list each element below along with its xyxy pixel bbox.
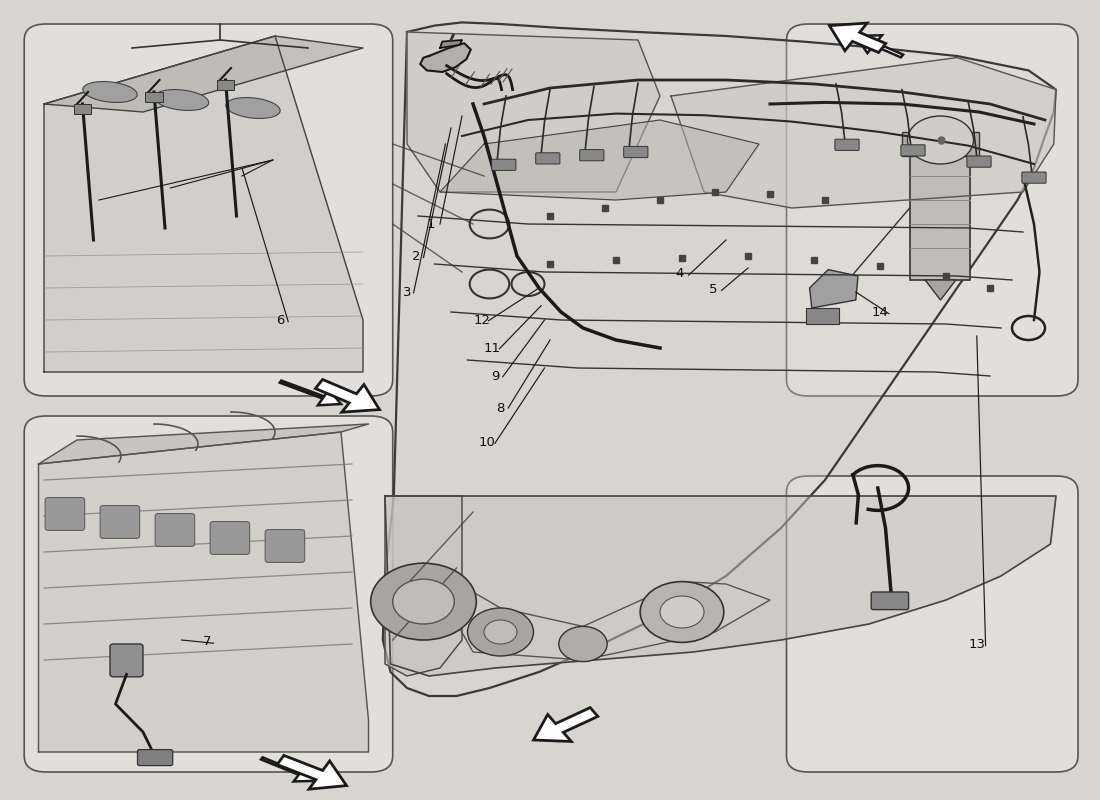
FancyBboxPatch shape: [786, 24, 1078, 396]
Text: 2: 2: [411, 250, 420, 262]
Polygon shape: [440, 120, 759, 200]
FancyBboxPatch shape: [835, 139, 859, 150]
FancyBboxPatch shape: [1022, 172, 1046, 183]
FancyBboxPatch shape: [24, 24, 393, 396]
FancyArrow shape: [534, 708, 597, 742]
Polygon shape: [671, 58, 1056, 208]
Polygon shape: [385, 496, 1056, 676]
Polygon shape: [383, 22, 1056, 696]
Text: 6: 6: [276, 314, 285, 326]
FancyBboxPatch shape: [786, 476, 1078, 772]
Bar: [74, 104, 91, 114]
Polygon shape: [925, 280, 956, 300]
FancyArrow shape: [261, 758, 317, 782]
Circle shape: [371, 563, 476, 640]
Text: 5: 5: [708, 283, 717, 296]
Text: 11: 11: [483, 342, 500, 354]
FancyBboxPatch shape: [624, 146, 648, 158]
FancyBboxPatch shape: [871, 592, 909, 610]
Polygon shape: [39, 432, 369, 752]
Ellipse shape: [82, 82, 138, 102]
Circle shape: [559, 626, 607, 662]
Ellipse shape: [154, 90, 209, 110]
FancyBboxPatch shape: [45, 498, 85, 530]
Text: 4: 4: [675, 267, 684, 280]
Circle shape: [468, 608, 534, 656]
Circle shape: [484, 620, 517, 644]
FancyBboxPatch shape: [967, 156, 991, 167]
Circle shape: [908, 116, 974, 164]
Text: 14: 14: [871, 306, 889, 318]
FancyBboxPatch shape: [138, 750, 173, 766]
Polygon shape: [385, 496, 462, 676]
FancyArrow shape: [829, 23, 886, 53]
FancyBboxPatch shape: [492, 159, 516, 170]
FancyBboxPatch shape: [155, 514, 195, 546]
Bar: [806, 308, 839, 324]
FancyBboxPatch shape: [210, 522, 250, 554]
FancyBboxPatch shape: [536, 153, 560, 164]
Text: 7: 7: [202, 635, 211, 648]
Text: 13: 13: [968, 638, 986, 650]
FancyArrow shape: [279, 381, 341, 406]
Polygon shape: [440, 40, 462, 48]
FancyBboxPatch shape: [901, 145, 925, 156]
Text: 3: 3: [403, 286, 411, 298]
Bar: [902, 132, 979, 156]
FancyBboxPatch shape: [110, 644, 143, 677]
FancyArrow shape: [316, 379, 380, 412]
FancyBboxPatch shape: [100, 506, 140, 538]
FancyArrow shape: [277, 755, 346, 789]
FancyBboxPatch shape: [265, 530, 305, 562]
Bar: [217, 80, 234, 90]
Bar: [145, 92, 163, 102]
Circle shape: [393, 579, 454, 624]
Text: 10: 10: [478, 436, 496, 449]
FancyBboxPatch shape: [24, 416, 393, 772]
Polygon shape: [810, 270, 858, 308]
Bar: [910, 152, 970, 280]
Circle shape: [660, 596, 704, 628]
Circle shape: [640, 582, 724, 642]
Text: 1: 1: [427, 218, 436, 230]
FancyArrow shape: [856, 35, 903, 58]
Polygon shape: [39, 424, 369, 464]
Polygon shape: [407, 32, 660, 192]
Text: 12: 12: [473, 314, 491, 326]
FancyBboxPatch shape: [580, 150, 604, 161]
Ellipse shape: [226, 98, 280, 118]
Polygon shape: [44, 36, 363, 112]
Polygon shape: [420, 43, 471, 72]
Text: 8: 8: [496, 402, 505, 414]
Text: 9: 9: [491, 370, 499, 382]
Polygon shape: [44, 36, 363, 372]
